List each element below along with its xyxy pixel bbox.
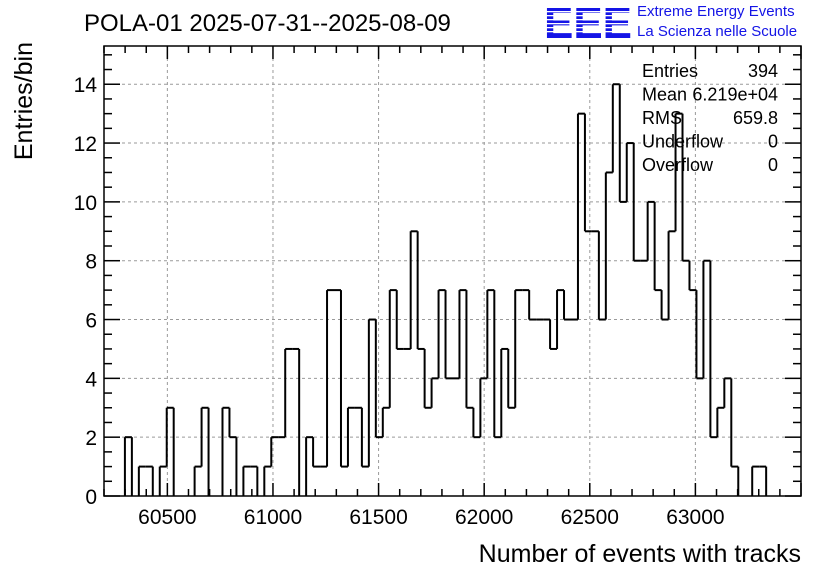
stats-value: 0 [768,155,778,175]
y-tick-label: 2 [85,427,97,450]
y-axis-label: Entries/bin [10,42,38,160]
y-tick-label: 10 [74,192,97,215]
stats-value: 6.219e+04 [692,85,778,105]
x-tick-label: 61000 [244,506,302,529]
eee-logo-mark: EEE [544,2,632,42]
grid [104,46,801,496]
chart-title: POLA-01 2025-07-31--2025-08-09 [84,10,451,37]
y-tick-label: 8 [85,251,97,274]
stats-box: Entries 394 Mean 6.219e+04 RMS 659.8 Underflow… [642,61,778,175]
logo-line-1: Extreme Energy Events [637,3,795,20]
y-tick-label: 6 [85,310,97,333]
x-tick-label: 62000 [455,506,513,529]
y-tick-label: 0 [85,486,97,509]
y-tick-label: 14 [74,74,98,97]
axis-ticks [103,46,802,497]
x-tick-label: 63000 [666,506,724,529]
stats-value: 0 [768,132,778,152]
stats-value: 394 [748,61,778,81]
stats-label: Mean [642,85,687,105]
histogram-bars [123,83,768,496]
logo-line-2: La Scienza nelle Scuole [637,23,798,40]
stats-label: Overflow [642,155,714,175]
plot-frame [103,45,802,497]
x-axis-label: Number of events with tracks [479,540,801,568]
stats-label: Entries [642,61,698,81]
x-tick-label: 62500 [561,506,619,529]
x-tick-label: 60500 [138,506,196,529]
stats-label: RMS [642,108,682,128]
stats-value: 659.8 [733,108,778,128]
stats-label: Underflow [642,132,724,152]
y-tick-label: 4 [85,368,97,391]
y-tick-label: 12 [74,133,97,156]
axis-tick-labels: 60500 61000 61500 62000 62500 63000 0 2 4 6 8 10 12 1… [74,74,725,529]
eee-logo: EEE [544,2,634,42]
x-tick-label: 61500 [349,506,407,529]
